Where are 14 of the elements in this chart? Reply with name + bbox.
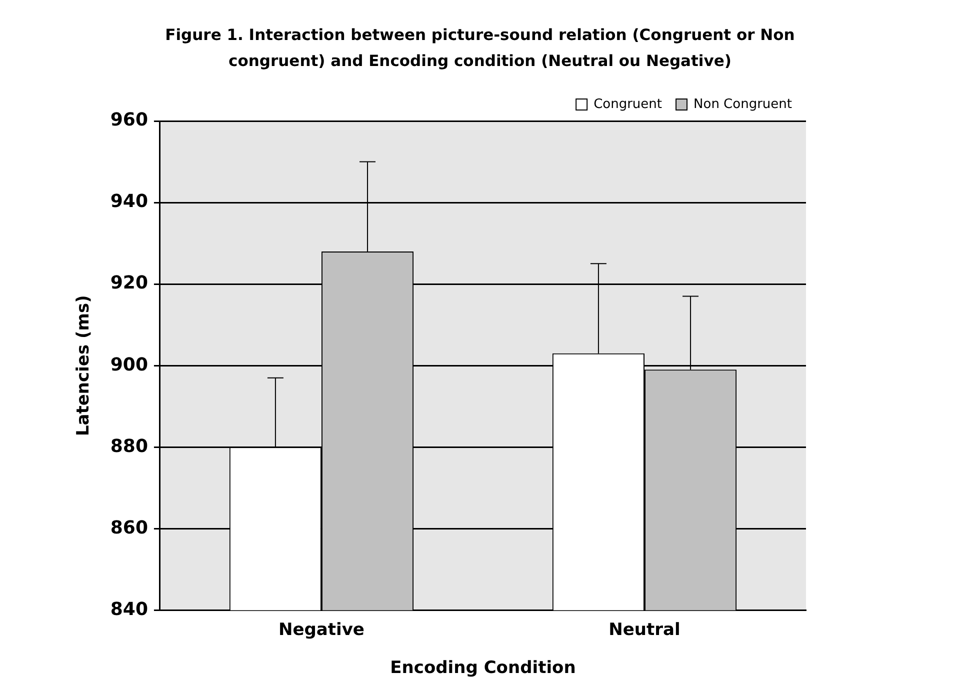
y-axis-title: Latencies (ms) [74,295,94,436]
legend-label: Non Congruent [694,96,792,112]
y-tick-label: 940 [110,191,148,212]
y-tick-label: 880 [110,436,148,457]
chart-title: Figure 1. Interaction between picture-sound relation (Congruent or Non congruent) and Encoding condition (Neutral ou Negative) [164,25,796,72]
y-tick-label: 840 [110,598,148,620]
y-tick-label: 900 [110,354,148,376]
y-tick-label: 960 [110,110,148,131]
y-tick-label: 860 [110,517,148,538]
x-tick-label: Negative [278,620,364,640]
legend-label: Congruent [594,96,662,112]
x-tick-label: Neutral [608,620,680,640]
y-tick-label: 920 [110,272,148,294]
x-axis-title: Encoding Condition [390,658,576,678]
